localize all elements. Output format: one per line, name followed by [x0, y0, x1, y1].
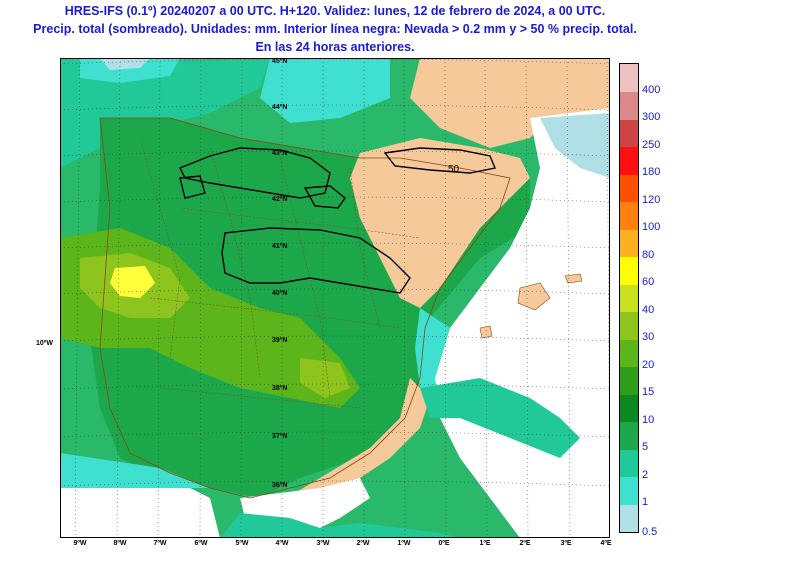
ne-dry-land	[350, 138, 530, 308]
graticule	[60, 58, 610, 538]
map-title-line2: Precip. total (sombreado). Unidades: mm.…	[33, 22, 637, 36]
southern-cyan	[60, 453, 210, 488]
colorbar-segment	[620, 284, 638, 313]
colorbar-label: 1	[642, 496, 649, 509]
colorbar-segment	[620, 421, 638, 450]
latitude-label: 36ºN	[272, 482, 288, 489]
x-tick-label: 4ºW	[275, 540, 289, 547]
x-tick-label: 1ºE	[479, 540, 491, 547]
snow-contour-east	[303, 185, 346, 209]
x-tick-label: 2ºE	[519, 540, 531, 547]
x-tick-label: 8ºW	[113, 540, 127, 547]
map-title-line3: En las 24 horas anteriores.	[255, 40, 415, 54]
ibiza	[479, 325, 493, 339]
map-frame	[60, 58, 610, 538]
med-lightblue	[540, 113, 610, 178]
colorbar-label: 30	[642, 331, 655, 344]
x-tick-label: 1ºW	[397, 540, 411, 547]
colorbar-segment	[620, 339, 638, 368]
map-title-line1: HRES-IFS (0.1º) 20240207 a 00 UTC. H+120…	[64, 4, 606, 18]
x-tick-label: 2ºW	[356, 540, 370, 547]
atlantic-lightblue-patch	[100, 58, 150, 70]
colorbar-segment	[620, 119, 638, 148]
snow-contour-iberian	[221, 227, 411, 294]
snow-contour-small-west	[179, 175, 206, 199]
snow-contour-north	[179, 147, 331, 199]
colorbar-segment	[620, 476, 638, 505]
colorbar-segment	[620, 91, 638, 120]
snow-contours	[179, 147, 496, 294]
colorbar-segment	[620, 256, 638, 285]
biscay-cyan	[260, 58, 390, 123]
x-tick-label: 7ºW	[153, 540, 167, 547]
x-tick-label: 9ºW	[73, 540, 87, 547]
x-tick-label: 4ºE	[600, 540, 612, 547]
colorbar-label: 120	[642, 193, 661, 206]
iberia-coastline	[99, 117, 511, 499]
colorbar-label: 300	[642, 111, 661, 124]
latitude-label: 38ºN	[272, 385, 288, 392]
x-tick-label: 3ºW	[316, 540, 330, 547]
mallorca	[517, 282, 551, 311]
precipitation-map	[60, 58, 610, 538]
france-dry-land	[410, 58, 610, 148]
center-lime	[300, 358, 350, 398]
colorbar-segment	[620, 229, 638, 258]
x-tick-label: 0ºE	[438, 540, 450, 547]
colorbar-segment	[620, 201, 638, 230]
colorbar-label: 20	[642, 358, 655, 371]
colorbar-label: 60	[642, 276, 655, 289]
colorbar-label: 100	[642, 221, 661, 234]
colorbar-segment	[620, 504, 638, 533]
colorbar-label: 80	[642, 248, 655, 261]
colorbar-segment	[620, 449, 638, 478]
x-tick-label: 6ºW	[194, 540, 208, 547]
latitude-label: 37ºN	[272, 433, 288, 440]
latitude-label: 40ºN	[272, 290, 288, 297]
latitude-label: 41ºN	[272, 243, 288, 250]
colorbar-label: 250	[642, 138, 661, 151]
menorca	[564, 273, 583, 284]
med-green-tongue	[420, 378, 580, 458]
latitude-label: 42ºN	[272, 196, 288, 203]
latitude-label: 45ºN	[272, 58, 288, 65]
colorbar-label: 400	[642, 83, 661, 96]
colorbar-label: 2	[642, 468, 649, 481]
y-side-label: 10ºW	[36, 340, 53, 347]
x-tick-label: 3ºE	[560, 540, 572, 547]
latitude-label: 39ºN	[272, 337, 288, 344]
latitude-label: 43ºN	[272, 150, 288, 157]
contour-label: 50	[448, 164, 460, 175]
southern-sea-white	[60, 478, 220, 538]
colorbar-label: 5	[642, 441, 649, 454]
colorbar	[619, 63, 639, 533]
latitude-label: 44ºN	[272, 104, 288, 111]
colorbar-segment	[620, 394, 638, 423]
north-africa	[220, 513, 460, 538]
colorbar-label: 180	[642, 166, 661, 179]
colorbar-label: 10	[642, 413, 655, 426]
colorbar-segment	[620, 174, 638, 203]
colorbar-segment	[620, 64, 638, 93]
colorbar-segment	[620, 366, 638, 395]
colorbar-segment	[620, 146, 638, 175]
snow-contour-pyrenees	[383, 147, 496, 174]
colorbar-label: 0.5	[642, 526, 658, 538]
west-yellow-core	[110, 266, 155, 298]
atlantic-cyan-patch	[80, 58, 180, 83]
x-tick-label: 5ºW	[235, 540, 249, 547]
colorbar-label: 15	[642, 386, 655, 399]
colorbar-segment	[620, 311, 638, 340]
colorbar-label: 40	[642, 303, 655, 316]
